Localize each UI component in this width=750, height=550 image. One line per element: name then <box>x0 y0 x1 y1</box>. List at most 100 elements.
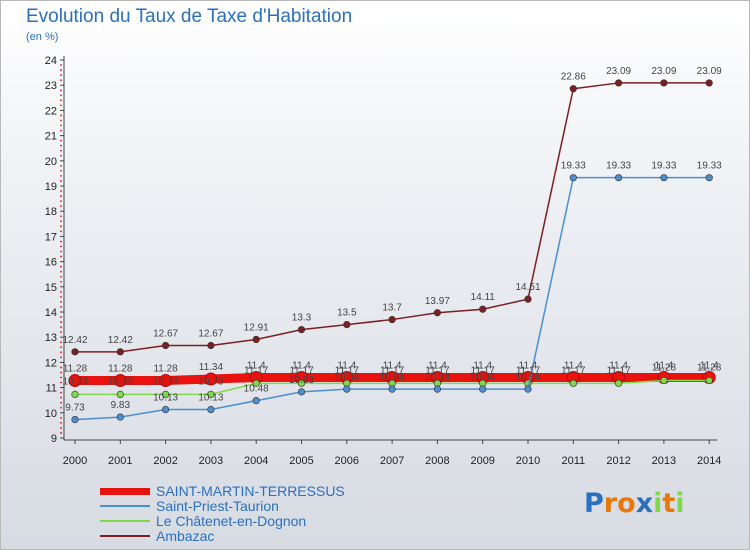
data-point <box>614 379 623 387</box>
y-tick-label: 10 <box>45 408 57 420</box>
data-point <box>524 295 532 303</box>
y-minor-tick <box>60 326 62 329</box>
y-tick-label: 21 <box>45 131 57 143</box>
data-point <box>207 405 215 414</box>
data-point <box>569 85 577 93</box>
data-point <box>569 174 577 182</box>
data-point <box>252 379 260 387</box>
data-label: 10.94 <box>334 372 359 383</box>
y-minor-tick <box>60 366 62 369</box>
data-point <box>479 385 487 393</box>
logo-letter: P <box>584 488 604 519</box>
y-minor-tick <box>60 280 62 283</box>
y-minor-tick <box>60 139 62 142</box>
y-minor-tick <box>60 104 62 107</box>
data-label: 13.7 <box>382 303 402 314</box>
data-point <box>705 376 713 385</box>
y-minor-tick <box>60 225 62 228</box>
y-minor-tick <box>60 301 62 303</box>
y-minor-tick <box>60 175 62 177</box>
data-point <box>388 385 396 393</box>
y-minor-tick <box>60 129 62 132</box>
data-point <box>252 397 260 405</box>
x-tick-label: 2009 <box>470 455 494 467</box>
data-label: 23.09 <box>606 66 631 77</box>
data-point <box>71 390 79 399</box>
y-minor-tick <box>60 240 62 243</box>
y-minor-tick <box>60 290 62 293</box>
y-minor-tick <box>60 401 62 404</box>
data-label: 11.4 <box>428 361 447 372</box>
x-tick-label: 2002 <box>153 455 177 467</box>
data-label: 11.17 <box>561 365 586 376</box>
legend-label: Le Châtenet-en-Dognon <box>156 513 307 529</box>
data-point <box>252 335 260 344</box>
y-tick-label: 11 <box>46 383 57 395</box>
data-point <box>207 341 215 350</box>
data-label: 10.13 <box>153 393 178 404</box>
data-label: 10.73 <box>153 376 178 387</box>
data-point <box>297 388 306 396</box>
y-minor-tick <box>60 421 62 424</box>
data-label: 19.33 <box>697 161 722 172</box>
data-point <box>297 379 306 387</box>
y-minor-tick <box>60 381 62 384</box>
legend-label: Ambazac <box>156 528 215 544</box>
proxiti-logo[interactable]: Proxiti <box>584 488 685 519</box>
legend-swatch <box>100 535 150 537</box>
y-minor-tick <box>60 124 62 127</box>
legend-swatch <box>100 520 150 522</box>
x-tick-label: 2000 <box>63 455 87 467</box>
data-label: 13.5 <box>337 308 357 319</box>
x-tick-label: 2013 <box>652 455 676 467</box>
y-minor-tick <box>60 416 62 419</box>
y-minor-tick <box>60 149 62 152</box>
data-label: 10.94 <box>470 372 495 383</box>
data-point <box>207 390 215 399</box>
x-tick-label: 2004 <box>244 455 268 467</box>
data-point <box>68 374 82 388</box>
y-minor-tick <box>60 164 62 167</box>
data-label: 22.86 <box>561 72 586 83</box>
x-tick-label: 2006 <box>335 455 359 467</box>
y-minor-tick <box>60 275 62 278</box>
y-minor-tick <box>60 94 62 97</box>
data-label: 11.4 <box>700 361 719 372</box>
y-tick-label: 20 <box>45 156 57 168</box>
y-minor-tick <box>60 376 62 379</box>
x-tick-label: 2011 <box>561 455 585 467</box>
y-minor-tick <box>60 154 62 157</box>
y-minor-tick <box>60 321 62 323</box>
data-point <box>660 79 668 87</box>
data-label: 11.17 <box>380 365 405 376</box>
logo-letter: i <box>653 488 663 519</box>
data-label: 19.33 <box>606 161 631 172</box>
y-minor-tick <box>60 432 62 434</box>
data-label: 10.94 <box>425 372 450 383</box>
data-point <box>116 348 124 356</box>
legend-label: Saint-Priest-Taurion <box>156 498 279 514</box>
x-tick-label: 2012 <box>606 455 630 467</box>
data-point <box>204 372 218 386</box>
data-label: 9.83 <box>111 400 131 411</box>
y-minor-tick <box>60 230 62 233</box>
y-tick-label: 22 <box>45 105 57 117</box>
data-point <box>569 379 577 387</box>
data-label: 10.94 <box>380 372 405 383</box>
y-minor-tick <box>60 270 62 273</box>
data-label: 12.42 <box>62 335 87 346</box>
y-minor-tick <box>60 144 62 147</box>
data-label: 11.34 <box>199 362 224 373</box>
legend-swatch <box>100 505 150 507</box>
data-label: 11.4 <box>292 361 311 372</box>
data-point <box>71 348 79 356</box>
data-label: 11.17 <box>289 365 314 376</box>
data-point <box>524 385 532 393</box>
y-tick-label: 16 <box>45 257 57 269</box>
data-label: 11.4 <box>473 361 492 372</box>
chart-subtitle: (en %) <box>26 31 59 43</box>
y-minor-tick <box>60 341 62 344</box>
data-label: 11.28 <box>697 363 722 374</box>
